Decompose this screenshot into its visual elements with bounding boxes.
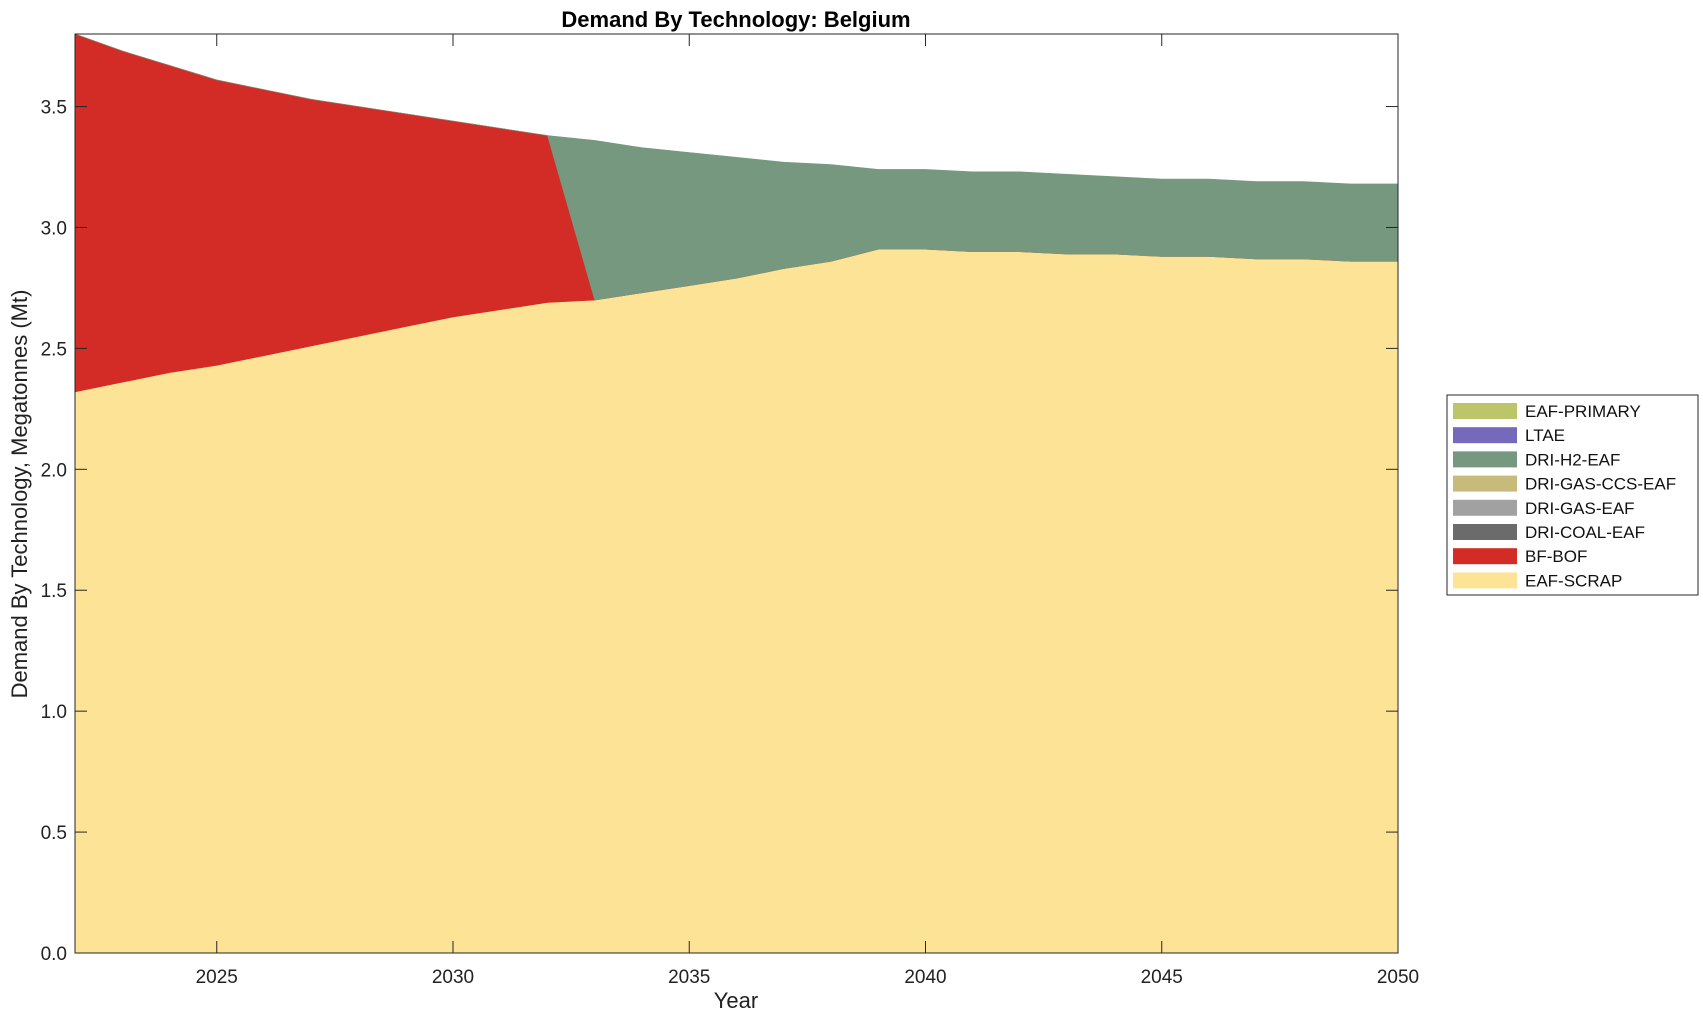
x-tick-label: 2035 xyxy=(668,967,710,988)
legend-label: BF-BOF xyxy=(1525,547,1587,566)
ticks-layer: 2025 2030 2035 2040 2045 2050 0.0 0.5 1.0 1.5 2.0 2… xyxy=(41,34,1419,988)
legend-swatch xyxy=(1453,548,1517,565)
y-tick-label: 2.5 xyxy=(41,339,67,360)
legend-swatch xyxy=(1453,427,1517,444)
legend-label: DRI-H2-EAF xyxy=(1525,450,1620,469)
x-axis-title: Year xyxy=(714,988,758,1013)
legend-item-eaf-primary: EAF-PRIMARY xyxy=(1453,402,1641,421)
x-tick-label: 2030 xyxy=(432,967,474,988)
x-tick-label: 2040 xyxy=(904,967,946,988)
legend-label: DRI-GAS-EAF xyxy=(1525,499,1635,518)
legend-swatch xyxy=(1453,499,1517,516)
legend-items: EAF-PRIMARY LTAE DRI-H2-EAF DRI-GAS-CCS-EAF… xyxy=(1453,402,1676,590)
x-tick-label: 2025 xyxy=(196,967,238,988)
plot-area: 2025 2030 2035 2040 2045 2050 0.0 0.5 1.0 1.5 2.0 2… xyxy=(41,33,1419,988)
series-area-eaf-scrap xyxy=(74,248,1399,954)
y-tick-label: 3.5 xyxy=(41,98,67,119)
legend-swatch xyxy=(1453,403,1517,419)
legend-swatch xyxy=(1453,572,1517,589)
series-layer xyxy=(74,33,1399,954)
y-tick-label: 3.0 xyxy=(41,218,67,239)
y-axis-title: Demand By Technology, Megatonnes (Mt) xyxy=(7,290,32,699)
x-tick-label: 2050 xyxy=(1377,967,1419,988)
legend-swatch xyxy=(1453,524,1517,540)
y-tick-label: 1.5 xyxy=(41,581,67,602)
legend-item-dri-gas-eaf: DRI-GAS-EAF xyxy=(1453,499,1635,518)
y-tick-label: 0.5 xyxy=(41,823,67,844)
plot-frame xyxy=(74,33,1399,954)
legend-label: DRI-GAS-CCS-EAF xyxy=(1525,475,1676,494)
y-tick-label: 1.0 xyxy=(41,702,67,723)
legend-label: DRI-COAL-EAF xyxy=(1525,523,1645,542)
legend: EAF-PRIMARY LTAE DRI-H2-EAF DRI-GAS-CCS-EAF… xyxy=(1446,394,1699,596)
y-tick-label: 0.0 xyxy=(41,944,67,965)
legend-item-dri-gas-ccs-eaf: DRI-GAS-CCS-EAF xyxy=(1453,475,1676,494)
legend-item-ltae: LTAE xyxy=(1453,426,1565,445)
y-tick-label: 2.0 xyxy=(41,460,67,481)
legend-item-bf-bof: BF-BOF xyxy=(1453,547,1587,566)
legend-item-eaf-scrap: EAF-SCRAP xyxy=(1453,571,1622,590)
legend-swatch xyxy=(1453,451,1517,468)
legend-item-dri-coal-eaf: DRI-COAL-EAF xyxy=(1453,523,1645,542)
legend-label: EAF-PRIMARY xyxy=(1525,402,1641,421)
legend-item-dri-h2-eaf: DRI-H2-EAF xyxy=(1453,450,1620,469)
legend-label: LTAE xyxy=(1525,426,1565,445)
x-tick-label: 2045 xyxy=(1141,967,1183,988)
legend-label: EAF-SCRAP xyxy=(1525,571,1622,590)
legend-swatch xyxy=(1453,475,1517,492)
chart-title: Demand By Technology: Belgium xyxy=(561,7,910,32)
